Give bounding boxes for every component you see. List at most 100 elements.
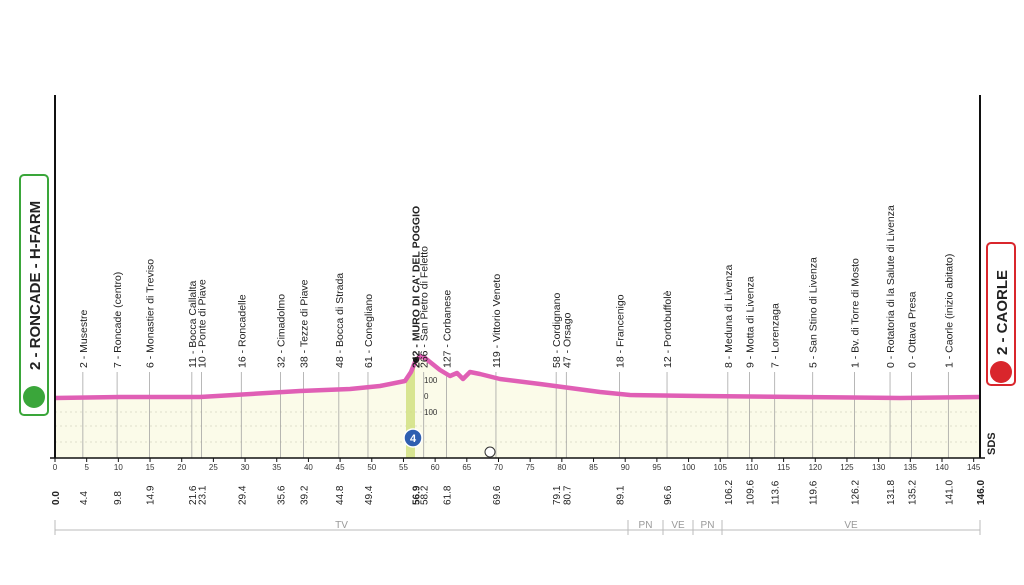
- waypoint-km: 44.8: [335, 485, 346, 505]
- brand: SDS: [986, 432, 998, 455]
- waypoint-km: 56.9: [411, 485, 422, 505]
- waypoint-label: 8 - Meduna di Livenza: [723, 265, 735, 368]
- waypoint-label: 9 - Motta di Livenza: [744, 276, 756, 368]
- waypoint-km: 119.6: [809, 480, 820, 505]
- x-tick-label: 95: [652, 463, 661, 472]
- x-tick-label: 80: [557, 463, 566, 472]
- waypoint-label: 0 - Rotatoria di la Salute di Livenza: [885, 205, 897, 368]
- waypoint-km: 4.4: [79, 491, 90, 505]
- waypoint-km: 21.6: [188, 485, 199, 505]
- x-tick-label: 25: [209, 463, 218, 472]
- waypoint-label: 58 - Cordignano: [551, 293, 563, 368]
- waypoint-label: 266 - San Pietro di Feletto: [419, 246, 431, 368]
- waypoint-label: 1 - Bv. di Torre di Mosto: [850, 258, 862, 368]
- region-label: VE: [671, 520, 685, 531]
- x-tick-label: 145: [967, 463, 981, 472]
- waypoint-km: 23.1: [197, 485, 208, 505]
- x-tick-label: 90: [621, 463, 630, 472]
- start-label: 2 - RONCADE - H-FARM: [27, 201, 44, 370]
- profile-line: [54, 353, 981, 401]
- x-tick-label: 60: [431, 463, 440, 472]
- x-tick-label: 70: [494, 463, 503, 472]
- x-tick-label: 50: [367, 463, 376, 472]
- region-label: PN: [639, 520, 653, 531]
- waypoint-km: 39.2: [299, 485, 310, 505]
- x-tick-label: 85: [589, 463, 598, 472]
- waypoint-km: 126.2: [851, 480, 862, 505]
- x-tick-label: 40: [304, 463, 313, 472]
- x-tick-label: 120: [809, 463, 823, 472]
- finish-km: 146.0: [976, 480, 987, 505]
- waypoint-label: 48 - Bocca di Strada: [334, 273, 346, 368]
- waypoint-km: 89.1: [616, 485, 627, 505]
- waypoint-km: 79.1: [552, 485, 563, 505]
- waypoint-km: 29.4: [237, 485, 248, 505]
- waypoint-label: 47 - Orsago: [561, 312, 573, 368]
- waypoint-km: 35.6: [277, 485, 288, 505]
- x-tick-label: 105: [714, 463, 728, 472]
- waypoint-km: 113.6: [771, 480, 782, 505]
- profile-area: [55, 356, 980, 458]
- waypoint-km: 49.4: [364, 485, 375, 505]
- waypoint-km: 131.8: [886, 480, 897, 505]
- x-tick-label: 140: [935, 463, 949, 472]
- waypoint-label: 38 - Tezze di Piave: [298, 279, 310, 368]
- waypoint-label: 61 - Conegliano: [363, 294, 375, 368]
- x-tick-label: 20: [177, 463, 186, 472]
- waypoint-label: 5 - San Stino di Livenza: [808, 257, 820, 368]
- finish-label: 2 - CAORLE: [994, 270, 1011, 355]
- x-tick-label: 30: [241, 463, 250, 472]
- waypoint-label: 242 - MURO DI CA' DEL POGGIO: [410, 206, 422, 368]
- x-tick-label: 35: [272, 463, 281, 472]
- waypoint-km: 14.9: [145, 485, 156, 505]
- x-tick-label: 15: [146, 463, 155, 472]
- finish-icon: [990, 361, 1012, 383]
- waypoint-km: 61.8: [443, 485, 454, 505]
- start-km: 0.0: [51, 491, 62, 505]
- start-icon: [23, 386, 45, 408]
- region-label: PN: [701, 520, 715, 531]
- x-tick-label: 110: [746, 463, 759, 472]
- x-tick-label: 100: [682, 463, 696, 472]
- scale-label: 0: [424, 392, 429, 401]
- climb-category-badge: [403, 428, 423, 448]
- x-tick-label: 135: [904, 463, 918, 472]
- waypoint-label: 7 - Lorenzaga: [770, 303, 782, 368]
- x-tick-label: 10: [114, 463, 123, 472]
- waypoint-label: 119 - Vittorio Veneto: [491, 274, 503, 368]
- x-tick-label: 5: [84, 463, 89, 472]
- waypoint-label: 32 - Cimadolmo: [276, 294, 288, 368]
- waypoint-label: 16 - Roncadelle: [236, 294, 248, 368]
- x-tick-label: 55: [399, 463, 408, 472]
- waypoint-km: 69.6: [492, 485, 503, 505]
- waypoint-km: 80.7: [562, 485, 573, 505]
- waypoint-km: 109.6: [745, 480, 756, 505]
- scale-label: 100: [424, 376, 438, 385]
- start-box: [19, 174, 49, 416]
- climb-category: 4: [410, 433, 417, 445]
- climb-dot: [413, 357, 419, 363]
- waypoint-label: 6 - Monastier di Treviso: [144, 259, 156, 368]
- waypoint-km: 106.2: [724, 480, 735, 505]
- waypoint-label: 2 - Musestre: [78, 309, 90, 368]
- waypoint-km: 58.2: [420, 485, 431, 505]
- x-tick-label: 45: [336, 463, 345, 472]
- region-label: VE: [844, 520, 858, 531]
- waypoint-km: 9.8: [113, 491, 124, 505]
- waypoint-label: 12 - Portobuffolè: [662, 290, 674, 368]
- waypoint-label: 18 - Francenigo: [615, 294, 627, 368]
- waypoint-lines: [82, 372, 949, 458]
- x-tick-label: 130: [872, 463, 886, 472]
- waypoint-label: 10 - Ponte di Piave: [196, 279, 208, 368]
- finish-box: [986, 242, 1016, 386]
- waypoint-km: 96.6: [663, 485, 674, 505]
- waypoint-km: 141.0: [944, 480, 955, 505]
- waypoint-label: 1 - Caorle (inizio abitato): [943, 254, 955, 368]
- x-tick-label: 115: [777, 463, 790, 472]
- waypoint-label: 11 - Bocca Callalta: [187, 280, 199, 368]
- x-tick-label: 0: [53, 463, 58, 472]
- waypoint-label: 7 - Roncade (centro): [112, 272, 124, 368]
- x-tick-label: 125: [840, 463, 854, 472]
- waypoint-label: 0 - Ottava Presa: [907, 291, 919, 368]
